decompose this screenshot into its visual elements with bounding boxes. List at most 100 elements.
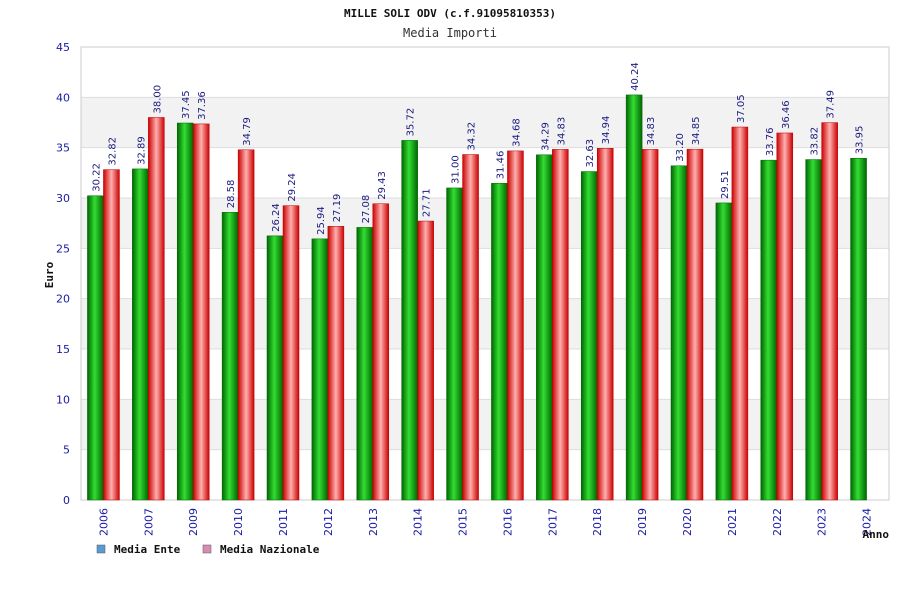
x-tick-label: 2015	[457, 508, 470, 536]
value-label: 34.83	[646, 117, 657, 146]
x-tick-label: 2016	[501, 508, 514, 536]
value-label: 29.24	[287, 173, 298, 202]
value-label: 37.05	[736, 94, 747, 123]
y-tick-label: 45	[56, 41, 70, 54]
value-label: 37.36	[197, 91, 208, 120]
bar-media-nazionale-2013	[372, 203, 390, 501]
y-tick-label: 30	[56, 192, 70, 205]
value-label: 34.68	[511, 118, 522, 147]
y-tick-label: 10	[56, 393, 70, 406]
legend-swatch-media-ente	[96, 544, 106, 554]
x-tick-label: 2020	[681, 508, 694, 536]
x-tick-label: 2014	[412, 508, 425, 536]
value-label: 34.94	[601, 116, 612, 145]
legend-label-media-ente: Media Ente	[114, 543, 181, 556]
value-label: 27.71	[422, 188, 433, 217]
bar-media-ente-2021	[715, 202, 733, 501]
x-tick-label: 2012	[322, 508, 335, 536]
grid-band	[81, 147, 889, 198]
y-axis-label: Euro	[43, 261, 56, 288]
bar-media-nazionale-2010	[237, 149, 255, 501]
plot-background	[80, 46, 890, 501]
bar-media-nazionale-2011	[282, 205, 300, 501]
grid-band	[81, 298, 889, 349]
bar-media-nazionale-2007	[148, 117, 165, 501]
legend-swatch-media-nazionale	[202, 544, 212, 554]
value-label: 31.00	[451, 155, 462, 184]
value-label: 34.29	[540, 122, 551, 151]
legend: Media Ente Media Nazionale	[96, 543, 320, 556]
bar-media-nazionale-2006	[103, 169, 120, 501]
x-tick-label: 2018	[591, 508, 604, 536]
bar-media-ente-2016	[491, 183, 508, 501]
value-label: 32.82	[107, 137, 118, 166]
value-label: 37.45	[181, 90, 192, 119]
bar-media-ente-2006	[87, 195, 104, 501]
value-label: 36.46	[781, 100, 792, 129]
value-label: 34.32	[467, 122, 478, 151]
grid-band	[81, 399, 889, 450]
grid-band	[81, 349, 889, 400]
legend-label-media-nazionale: Media Nazionale	[220, 543, 320, 556]
bar-media-ente-2013	[356, 227, 374, 501]
bar-media-ente-2019	[625, 94, 643, 501]
y-tick-label: 5	[63, 444, 70, 457]
y-tick-label: 35	[56, 142, 70, 155]
value-label: 34.79	[242, 117, 253, 146]
bar-media-nazionale-2020	[686, 148, 704, 501]
bar-media-nazionale-2009	[192, 123, 210, 501]
y-axis-ticks: 0 5 10 15 20 25 30 35 40 45	[56, 41, 70, 507]
bar-media-ente-2022	[760, 159, 778, 501]
bar-media-ente-2014	[401, 140, 418, 501]
x-tick-label: 2010	[232, 508, 245, 536]
x-tick-label: 2011	[277, 508, 290, 536]
value-label: 29.51	[720, 170, 731, 199]
bar-media-ente-2011	[266, 235, 284, 501]
x-tick-label: 2006	[97, 508, 110, 536]
x-tick-label: 2013	[367, 508, 380, 536]
bar-media-nazionale-2015	[462, 154, 479, 501]
bar-media-ente-2017	[536, 154, 553, 501]
y-tick-label: 40	[56, 91, 70, 104]
value-label: 34.85	[691, 117, 702, 146]
bar-media-nazionale-2021	[731, 126, 749, 501]
grid-band	[81, 449, 889, 500]
x-tick-label: 2009	[187, 508, 200, 536]
bar-media-ente-2024	[850, 157, 867, 501]
bar-media-nazionale-2016	[507, 150, 524, 501]
bars	[87, 94, 867, 501]
x-tick-label: 2019	[636, 508, 649, 536]
x-axis-label: Anno	[863, 528, 890, 541]
value-label: 38.00	[152, 85, 163, 114]
bar-media-ente-2015	[446, 187, 463, 501]
bar-media-nazionale-2017	[552, 149, 569, 501]
value-label: 29.43	[377, 171, 388, 200]
bar-media-ente-2018	[580, 171, 598, 501]
value-label: 33.20	[675, 133, 686, 162]
bar-media-nazionale-2019	[641, 149, 659, 501]
value-label: 32.63	[585, 139, 596, 168]
x-tick-label: 2022	[771, 508, 784, 536]
bar-media-ente-2007	[132, 168, 149, 501]
bar-media-nazionale-2022	[776, 132, 794, 501]
value-labels: 30.22 32.82 32.89 38.00 37.45 37.36 28.58 34.79…	[91, 62, 865, 235]
value-label: 33.76	[765, 128, 776, 157]
x-tick-label: 2017	[546, 508, 559, 536]
bar-media-nazionale-2012	[327, 226, 345, 501]
value-label: 37.49	[826, 90, 837, 119]
x-tick-label: 2021	[726, 508, 739, 536]
plot-border	[80, 46, 890, 501]
value-label: 33.95	[855, 126, 866, 155]
value-label: 32.89	[136, 136, 147, 165]
y-tick-label: 25	[56, 242, 70, 255]
bar-media-ente-2020	[670, 165, 688, 501]
grid-band	[81, 97, 889, 148]
value-label: 30.22	[91, 163, 102, 192]
chart-subtitle: Media Importi	[403, 26, 497, 40]
x-tick-label: 2007	[142, 508, 155, 536]
y-tick-label: 15	[56, 343, 70, 356]
bar-media-ente-2010	[221, 212, 239, 501]
chart-title: MILLE SOLI ODV (c.f.91095810353)	[344, 7, 556, 20]
